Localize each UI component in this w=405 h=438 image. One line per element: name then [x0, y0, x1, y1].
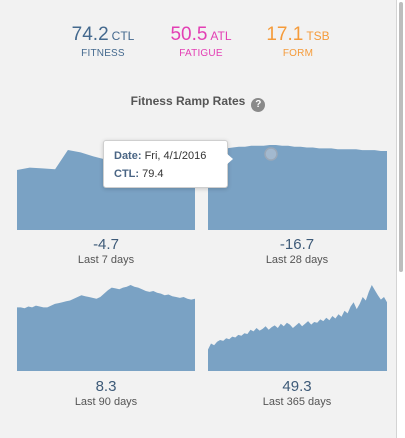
ramp-365-days: 49.3 Last 365 days: [207, 378, 387, 409]
ramp-7-days: -4.7 Last 7 days: [16, 236, 196, 267]
form-metric: 17.1 TSB FORM: [255, 24, 341, 60]
ramp-value: -16.7: [279, 236, 315, 253]
ramp-value: 49.3: [282, 378, 312, 395]
ramp-label: Last 28 days: [265, 254, 329, 266]
fatigue-metric: 50.5 ATL FATIGUE: [158, 24, 244, 60]
tooltip-arrow: [225, 152, 233, 166]
fitness-value: 74.2: [71, 24, 109, 45]
ramp-label: Last 90 days: [74, 396, 138, 408]
area-series: [17, 285, 195, 371]
ramp-label: Last 365 days: [262, 396, 332, 408]
fatigue-value: 50.5: [170, 24, 208, 45]
ramp-chart-365-days[interactable]: [208, 285, 387, 371]
chart-tooltip: Date: Fri, 4/1/2016 CTL: 79.4: [103, 140, 228, 188]
tooltip-ctl-value: 79.4: [142, 168, 164, 180]
fitness-metric: 74.2 CTL FITNESS: [60, 24, 146, 60]
ramp-90-days: 8.3 Last 90 days: [16, 378, 196, 409]
fitness-label: FITNESS: [81, 48, 125, 59]
fitness-unit: CTL: [111, 29, 135, 43]
ramp-value: -4.7: [93, 236, 119, 253]
ramp-28-days: -16.7 Last 28 days: [207, 236, 387, 267]
area-series: [208, 145, 387, 230]
ramp-rates-title-text: Fitness Ramp Rates: [130, 94, 246, 108]
fatigue-unit: ATL: [210, 29, 232, 43]
tooltip-ctl-key: CTL:: [114, 168, 140, 180]
tooltip-date-value: Fri, 4/1/2016: [144, 150, 207, 162]
tooltip-date-key: Date:: [114, 150, 142, 162]
ramp-value: 8.3: [95, 378, 117, 395]
form-value: 17.1: [266, 24, 304, 45]
fatigue-label: FATIGUE: [179, 48, 223, 59]
scrollbar-thumb[interactable]: [399, 2, 403, 272]
ramp-label: Last 7 days: [77, 254, 135, 266]
ramp-chart-90-days[interactable]: [17, 285, 195, 371]
form-unit: TSB: [306, 29, 330, 43]
ramp-chart-28-days[interactable]: [208, 145, 387, 230]
hover-point-marker: [264, 147, 278, 161]
question-circle-icon[interactable]: ?: [251, 98, 266, 112]
ramp-rates-title: Fitness Ramp Rates?: [0, 94, 396, 112]
area-series: [208, 285, 387, 371]
form-label: FORM: [282, 48, 314, 59]
